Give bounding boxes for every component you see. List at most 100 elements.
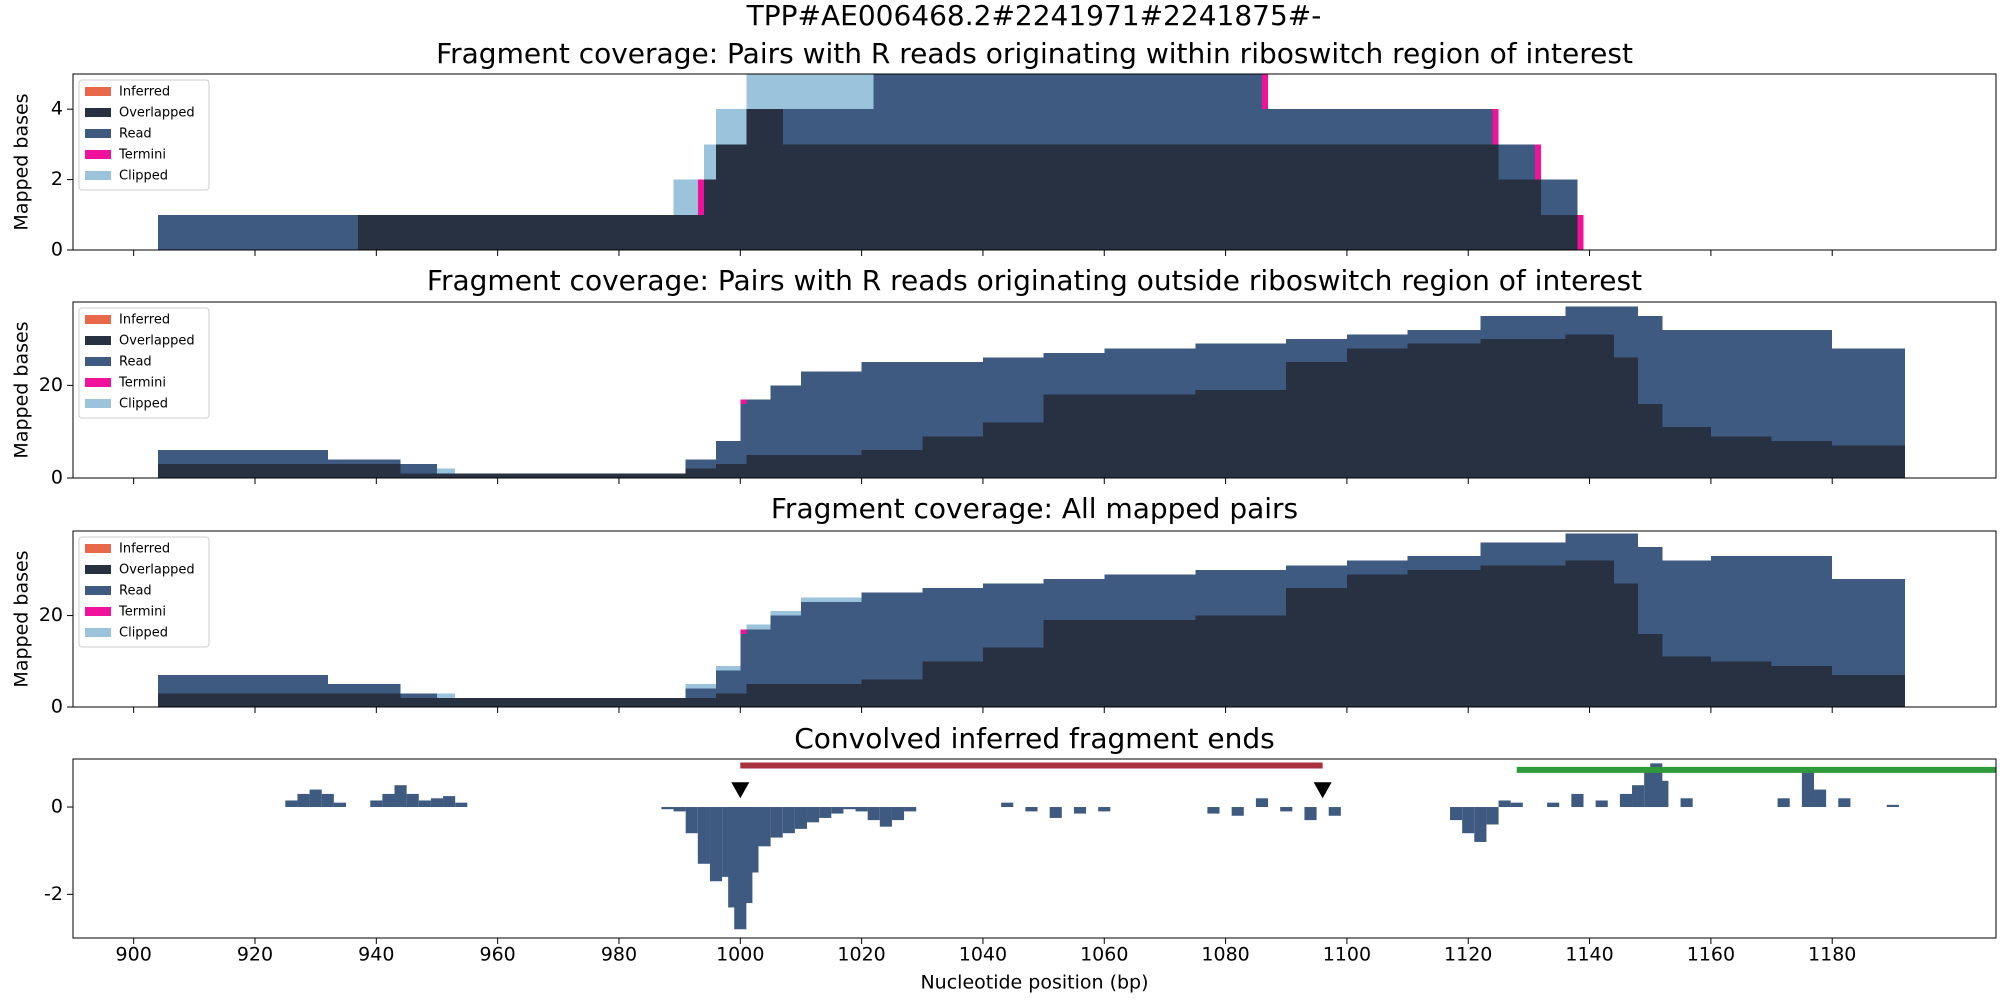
coverage-segment — [1577, 214, 1584, 250]
coverage-segment — [922, 362, 983, 437]
legend-label: Read — [119, 355, 152, 370]
coverage-segment — [1043, 579, 1105, 621]
coverage-segment — [716, 109, 747, 145]
coverage-segment — [1286, 339, 1347, 363]
coverage-segment — [1286, 565, 1347, 589]
panel: Fragment coverage: All mapped pairs Mappe… — [11, 492, 1997, 718]
x-tick-label: 1120 — [1444, 944, 1492, 966]
coverage-segment — [1480, 315, 1566, 340]
coverage-segment — [1286, 362, 1347, 478]
coverage-segment — [800, 597, 862, 602]
coverage-segment — [1104, 574, 1196, 621]
coverage-segment — [1541, 179, 1578, 215]
x-tick-label: 1040 — [959, 944, 1007, 966]
legend-box — [78, 79, 210, 191]
coverage-segment — [716, 665, 741, 671]
coverage-segment — [327, 464, 401, 478]
coverage-segment — [1492, 109, 1499, 145]
coverage-segment — [1771, 329, 1833, 441]
coverage-segment — [1286, 588, 1347, 707]
x-tick-label: 1140 — [1565, 944, 1613, 966]
bar — [1486, 807, 1499, 825]
coverage-segment — [1662, 560, 1711, 657]
coverage-segment — [1832, 445, 1906, 478]
bar — [455, 802, 468, 808]
bar — [891, 807, 905, 821]
legend-label: Inferred — [119, 313, 170, 328]
coverage-segment — [740, 403, 747, 465]
bar — [321, 793, 334, 808]
coverage-segment — [455, 473, 686, 478]
bar — [1255, 798, 1269, 808]
y-tick-label: 0 — [51, 239, 63, 261]
coverage-segment — [1534, 179, 1542, 250]
bar — [819, 807, 832, 818]
coverage-segment — [873, 74, 1262, 145]
panel: Fragment coverage: Pairs with R reads or… — [11, 264, 1997, 489]
bar — [1098, 807, 1111, 812]
coverage-segment — [982, 357, 1044, 423]
coverage-segment — [327, 693, 401, 707]
bar — [1498, 800, 1511, 808]
coverage-segment — [770, 611, 801, 616]
coverage-segment — [1407, 569, 1481, 707]
legend-label: Termini — [118, 148, 166, 163]
bar — [1025, 807, 1038, 812]
coverage-segment — [436, 693, 456, 698]
bar — [1280, 807, 1293, 812]
plot-area — [157, 533, 1906, 707]
x-tick-label: 1100 — [1323, 944, 1371, 966]
coverage-segment — [1710, 329, 1772, 437]
x-tick-label: 1080 — [1201, 944, 1249, 966]
coverage-segment — [800, 371, 862, 455]
coverage-segment — [782, 74, 874, 110]
coverage-segment — [746, 454, 771, 478]
x-tick-label: 1160 — [1687, 944, 1735, 966]
coverage-segment — [1832, 675, 1906, 707]
coverage-segment — [770, 615, 801, 685]
plot-area — [157, 306, 1906, 478]
legend-label: Overlapped — [119, 106, 195, 121]
x-tick-label: 1060 — [1080, 944, 1128, 966]
legend-swatch — [85, 129, 111, 138]
bar — [1450, 807, 1463, 821]
legend-label: Clipped — [119, 169, 168, 184]
coverage-segment — [436, 468, 456, 474]
bar — [661, 807, 674, 810]
coverage-segment — [455, 697, 686, 707]
bar — [418, 800, 431, 808]
coverage-segment — [782, 109, 874, 145]
bar — [685, 807, 698, 834]
coverage-segment — [922, 661, 983, 707]
legend-swatch — [85, 108, 111, 117]
coverage-segment — [770, 385, 801, 455]
coverage-segment — [1261, 74, 1269, 110]
legend-swatch — [85, 607, 111, 616]
coverage-segment — [1480, 542, 1566, 566]
y-tick-label: 0 — [51, 467, 63, 489]
y-axis-label: Mapped bases — [11, 93, 33, 230]
coverage-segment — [1613, 306, 1639, 358]
coverage-segment — [1346, 574, 1408, 707]
coverage-segment — [1662, 329, 1711, 428]
figure-title: TPP#AE006468.2#2241971#2241875#- — [746, 0, 1322, 32]
coverage-segment — [685, 697, 717, 707]
coverage-segment — [697, 179, 704, 215]
bar — [1462, 807, 1475, 834]
coverage-segment — [400, 693, 437, 698]
coverage-segment — [1268, 144, 1493, 250]
legend: Inferred Overlapped Read Termini Clipped — [78, 79, 210, 191]
bar — [855, 807, 868, 812]
bar — [843, 807, 856, 810]
x-tick-label: 920 — [237, 944, 273, 966]
bar — [1001, 802, 1014, 808]
bar — [1777, 798, 1790, 808]
axes-frame — [72, 73, 1997, 251]
coverage-segment — [1771, 440, 1833, 478]
bar — [746, 807, 759, 873]
coverage-segment — [703, 144, 717, 180]
bar — [285, 800, 298, 808]
coverage-segment — [157, 464, 328, 478]
bar — [1619, 793, 1633, 808]
